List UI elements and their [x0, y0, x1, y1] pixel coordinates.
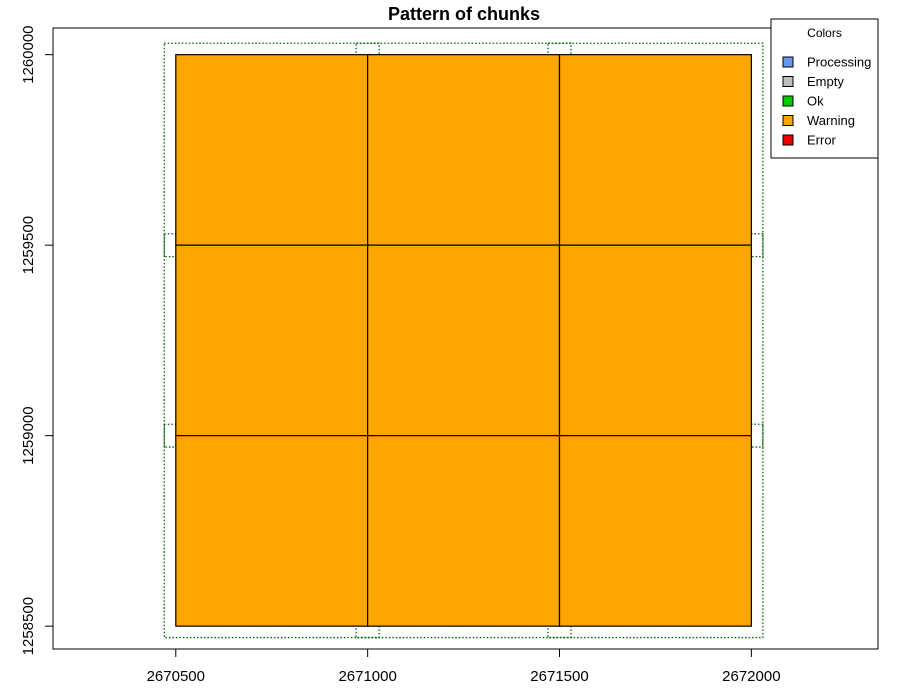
y-tick-label: 1260000 [20, 25, 37, 83]
legend-label-warning: Warning [807, 113, 855, 128]
chunk-2 [367, 54, 561, 246]
plot-frame [52, 27, 879, 650]
chart-title: Pattern of chunks [388, 4, 540, 24]
legend-label-ok: Ok [807, 94, 824, 109]
chunk-6 [558, 244, 752, 437]
legend-swatch-error [782, 134, 794, 146]
chunk-1 [175, 54, 369, 246]
legend: Colors Processing Empty Ok Warning Error [770, 18, 879, 159]
chunk-grid [175, 54, 752, 627]
chunk-4 [175, 244, 369, 437]
legend-label-empty: Empty [807, 74, 844, 89]
legend-swatch-warning [782, 115, 794, 126]
legend-swatch-ok [782, 95, 794, 107]
y-axis: 1258500 1259000 1259500 1260000 [20, 25, 53, 655]
chunk-3 [558, 54, 752, 246]
x-tick-label: 2671500 [530, 668, 588, 685]
x-tick-label: 2670500 [147, 668, 205, 685]
chunk-7 [175, 435, 369, 627]
chunk-5 [367, 244, 561, 437]
legend-label-processing: Processing [807, 55, 871, 70]
x-tick-label: 2672000 [722, 668, 780, 685]
x-axis: 2670500 2671000 2671500 2672000 [147, 649, 781, 685]
x-tick-label: 2671000 [338, 668, 396, 685]
y-tick-label: 1259000 [20, 406, 37, 464]
y-tick-label: 1258500 [20, 597, 37, 655]
chunk-8 [367, 435, 561, 627]
legend-label-error: Error [807, 133, 837, 148]
y-tick-label: 1259500 [20, 216, 37, 274]
chunk-9 [558, 435, 752, 627]
legend-title: Colors [807, 26, 842, 40]
buffer-outline-7 [163, 423, 380, 639]
legend-swatch-processing [782, 56, 794, 68]
legend-swatch-empty [782, 76, 794, 87]
legend-items: Processing Empty Ok Warning Error [782, 55, 871, 148]
